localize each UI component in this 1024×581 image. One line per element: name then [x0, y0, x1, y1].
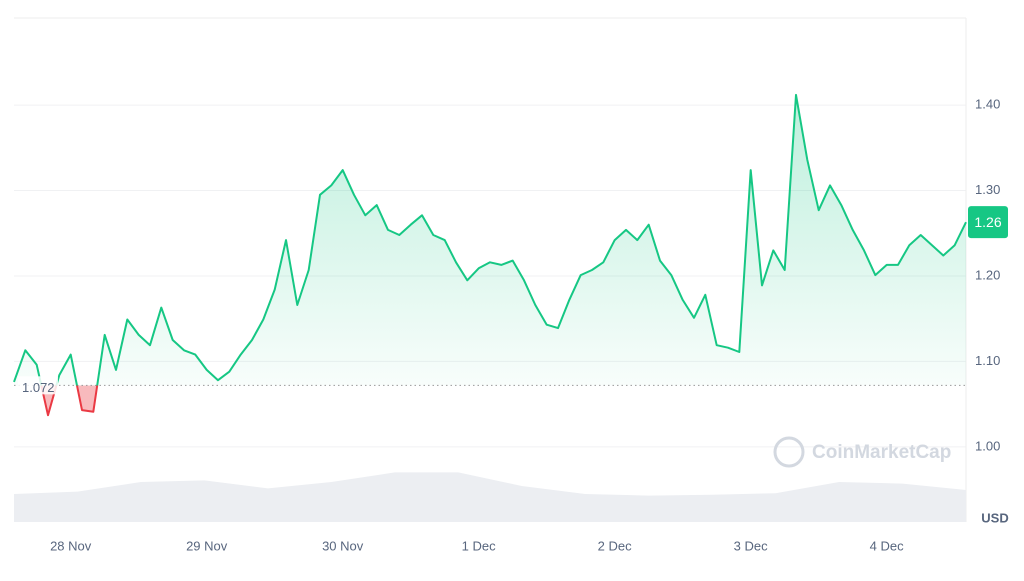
y-tick-label: 1.40	[975, 97, 1000, 112]
y-tick-label: 1.20	[975, 267, 1000, 282]
y-tick-label: 1.30	[975, 182, 1000, 197]
watermark-text: CoinMarketCap	[812, 442, 951, 463]
watermark: CoinMarketCap	[773, 436, 951, 468]
y-tick-label: 1.00	[975, 438, 1000, 453]
volume-area	[14, 472, 966, 522]
watermark-logo	[773, 436, 805, 468]
baseline-label-bg	[18, 376, 58, 395]
price-line	[13, 93, 967, 417]
x-tick-label: 1 Dec	[462, 538, 496, 553]
x-tick-label: 28 Nov	[50, 538, 92, 553]
unit-label: USD	[981, 510, 1008, 525]
baseline-label: 1.072	[22, 380, 55, 395]
x-tick-label: 2 Dec	[598, 538, 632, 553]
current-price-box	[968, 206, 1008, 239]
current-price-label: 1.26	[974, 214, 1001, 230]
x-tick-label: 3 Dec	[734, 538, 768, 553]
price-area	[14, 94, 966, 416]
x-tick-label: 30 Nov	[322, 538, 364, 553]
x-tick-label: 4 Dec	[870, 538, 904, 553]
x-tick-label: 29 Nov	[186, 538, 228, 553]
y-tick-label: 1.10	[975, 353, 1000, 368]
